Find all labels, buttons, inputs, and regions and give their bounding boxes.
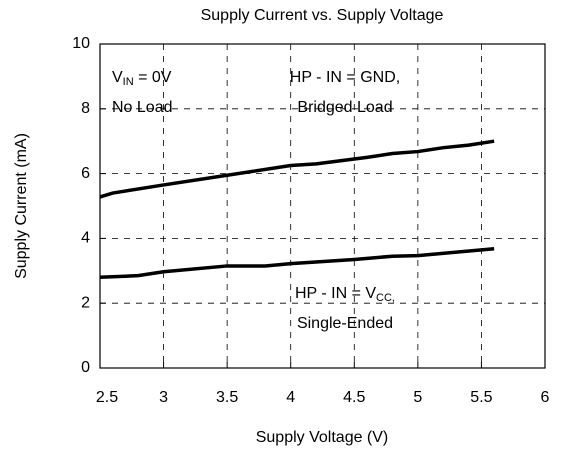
annotation: HP - IN = VCC, (295, 285, 395, 304)
annotation: VIN = 0V (112, 69, 172, 88)
x-tick-label: 3.5 (216, 389, 238, 406)
y-axis-label: Supply Current (mA) (13, 133, 30, 279)
y-tick-label: 2 (81, 294, 90, 311)
x-tick-label: 4 (286, 389, 295, 406)
series-line (99, 139, 495, 199)
annotation-part: IN (123, 76, 134, 88)
annotation-part: No Load (112, 99, 173, 116)
x-tick-label: 2.5 (96, 389, 118, 406)
annotation: Single-Ended (297, 315, 393, 332)
x-tick-label: 5.5 (470, 389, 492, 406)
x-tick-label: 4.5 (343, 389, 365, 406)
annotation: HP - IN = GND, (290, 69, 400, 86)
annotation-part: HP - IN = GND, (290, 69, 400, 86)
y-tick-label: 6 (81, 165, 90, 182)
x-tick-label: 3 (159, 389, 168, 406)
annotation-part: Single-Ended (297, 315, 393, 332)
annotation-part: = 0V (134, 69, 172, 86)
y-tick-label: 0 (81, 359, 90, 376)
annotation-part: Bridged Load (297, 99, 392, 116)
series-line (99, 247, 495, 280)
plot-frame (99, 43, 546, 369)
annotation: Bridged Load (297, 99, 392, 116)
x-tick-label: 6 (541, 389, 550, 406)
x-axis-label: Supply Voltage (V) (256, 429, 389, 446)
x-tick-label: 5 (413, 389, 422, 406)
y-tick-label: 8 (81, 100, 90, 117)
chart-title: Supply Current vs. Supply Voltage (201, 7, 444, 24)
y-tick-label: 4 (81, 230, 90, 247)
y-tick-label: 10 (72, 35, 90, 52)
annotation-part: HP - IN = V (295, 285, 376, 302)
annotation-part: CC, (376, 292, 395, 304)
annotation: No Load (112, 99, 173, 116)
annotation-part: V (112, 69, 123, 86)
